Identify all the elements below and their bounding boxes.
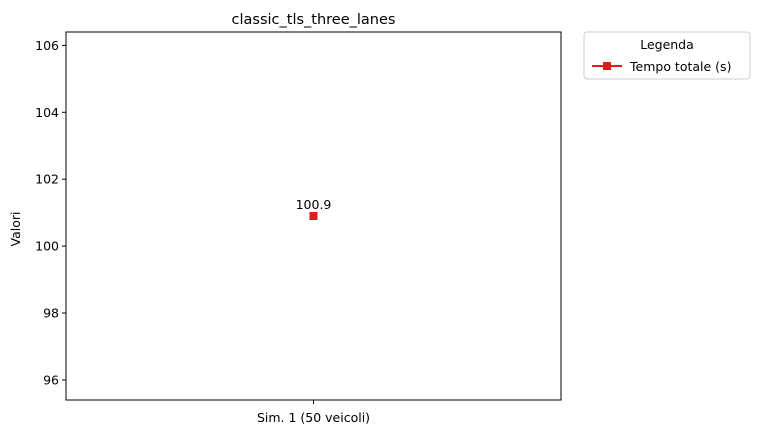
data-label: 100.9	[296, 197, 332, 212]
series-layer: 100.9	[296, 197, 332, 220]
y-tick-label: 100	[35, 239, 59, 254]
legend-entry-label: Tempo totale (s)	[629, 59, 731, 74]
legend-box	[583, 31, 751, 80]
y-tick-label: 102	[35, 172, 59, 187]
y-tick-label: 104	[35, 105, 59, 120]
legend-marker-swatch	[603, 62, 611, 70]
x-tick-label: Sim. 1 (50 veicoli)	[257, 410, 370, 425]
y-tick-label: 106	[35, 38, 59, 53]
legend-title: Legenda	[640, 37, 694, 52]
legend: Legenda Tempo totale (s)	[583, 31, 751, 80]
y-axis-label: Valori	[8, 212, 23, 247]
y-tick-label: 96	[43, 372, 59, 387]
chart-title: classic_tls_three_lanes	[232, 12, 396, 28]
tick-layer: 96 98 100 102 104 106 Sim. 1 (50 veicoli)	[35, 38, 370, 425]
data-point	[309, 212, 318, 220]
y-tick-label: 98	[43, 306, 59, 321]
